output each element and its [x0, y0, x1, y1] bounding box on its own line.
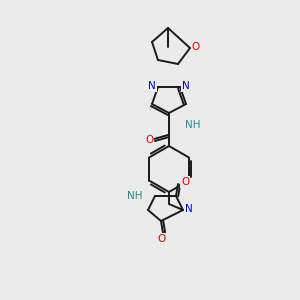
Text: N: N: [185, 204, 193, 214]
Text: O: O: [145, 135, 153, 145]
Text: N: N: [182, 81, 190, 91]
Text: O: O: [181, 177, 189, 187]
Text: NH: NH: [185, 120, 200, 130]
Text: O: O: [158, 234, 166, 244]
Text: N: N: [148, 81, 156, 91]
Text: O: O: [192, 42, 200, 52]
Text: NH: NH: [128, 191, 143, 201]
